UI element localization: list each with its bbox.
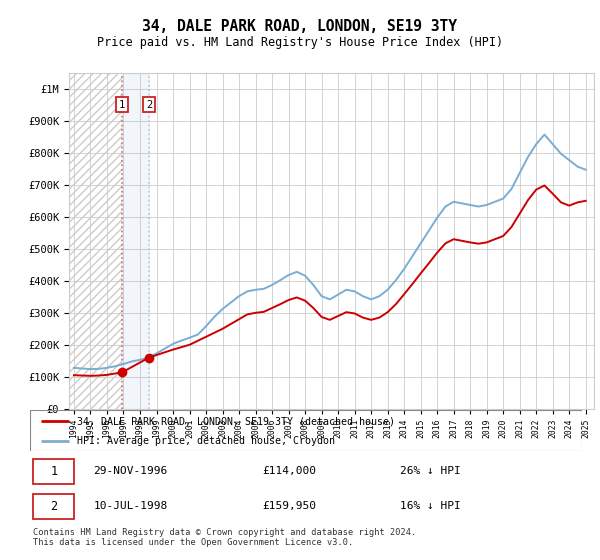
Text: Price paid vs. HM Land Registry's House Price Index (HPI): Price paid vs. HM Land Registry's House …: [97, 36, 503, 49]
Text: 1: 1: [50, 465, 57, 478]
Text: 16% ↓ HPI: 16% ↓ HPI: [400, 501, 461, 511]
Bar: [33, 459, 74, 484]
Text: 34, DALE PARK ROAD, LONDON, SE19 3TY: 34, DALE PARK ROAD, LONDON, SE19 3TY: [143, 20, 458, 34]
Text: 10-JUL-1998: 10-JUL-1998: [94, 501, 168, 511]
Text: 26% ↓ HPI: 26% ↓ HPI: [400, 466, 461, 477]
Bar: [69, 73, 122, 409]
Text: £159,950: £159,950: [262, 501, 316, 511]
Text: Contains HM Land Registry data © Crown copyright and database right 2024.
This d: Contains HM Land Registry data © Crown c…: [33, 528, 416, 547]
Text: HPI: Average price, detached house, Croydon: HPI: Average price, detached house, Croy…: [77, 436, 335, 446]
Text: £114,000: £114,000: [262, 466, 316, 477]
Text: 2: 2: [50, 500, 57, 513]
Bar: [122, 73, 149, 409]
Text: 29-NOV-1996: 29-NOV-1996: [94, 466, 168, 477]
Text: 2: 2: [146, 100, 152, 110]
Text: 34, DALE PARK ROAD, LONDON, SE19 3TY (detached house): 34, DALE PARK ROAD, LONDON, SE19 3TY (de…: [77, 417, 395, 426]
Text: 1: 1: [119, 100, 125, 110]
Bar: [33, 493, 74, 520]
